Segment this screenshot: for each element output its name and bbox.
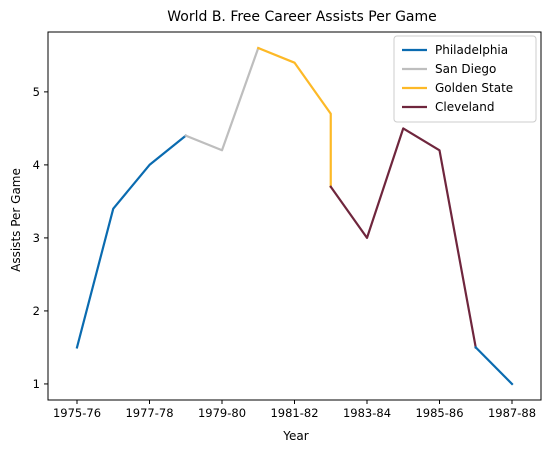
- x-tick-label: 1985-86: [415, 406, 463, 420]
- y-axis-label: Assists Per Game: [9, 168, 23, 272]
- x-tick-label: 1983-84: [343, 406, 391, 420]
- legend-entry: Golden State: [435, 81, 513, 95]
- legend-entry: Cleveland: [435, 100, 495, 114]
- series-line-philadelphia-0: [75, 134, 188, 349]
- y-tick-label: 4: [33, 158, 40, 172]
- series-line-cleveland-3: [329, 127, 478, 349]
- x-axis: 1975-76 1977-78 1979-80 1981-82 1983-84 1985-…: [53, 400, 536, 420]
- x-tick-label: 1975-76: [53, 406, 101, 420]
- y-axis: 1 2 3 4 5: [33, 85, 48, 391]
- x-tick-label: 1979-80: [198, 406, 246, 420]
- legend-entry: San Diego: [435, 62, 496, 76]
- series-line-san-diego-1: [184, 46, 260, 152]
- legend-frame: [393, 35, 537, 123]
- chart-title: World B. Free Career Assists Per Game: [167, 9, 437, 25]
- y-tick-label: 1: [33, 377, 40, 391]
- y-tick-label: 2: [33, 304, 40, 318]
- legend: Philadelphia San Diego Golden State Clevela…: [393, 35, 537, 123]
- legend-entry: Philadelphia: [435, 43, 508, 57]
- x-tick-label: 1981-82: [270, 406, 318, 420]
- plot-series: [75, 46, 514, 386]
- x-tick-label: 1977-78: [125, 406, 173, 420]
- x-tick-label: 1987-88: [488, 406, 536, 420]
- series-line-philadelphia-4: [474, 345, 514, 386]
- series-line-golden-state-2: [256, 46, 332, 188]
- y-tick-label: 5: [33, 85, 40, 99]
- y-tick-label: 3: [33, 231, 40, 245]
- x-axis-label: Year: [282, 429, 308, 443]
